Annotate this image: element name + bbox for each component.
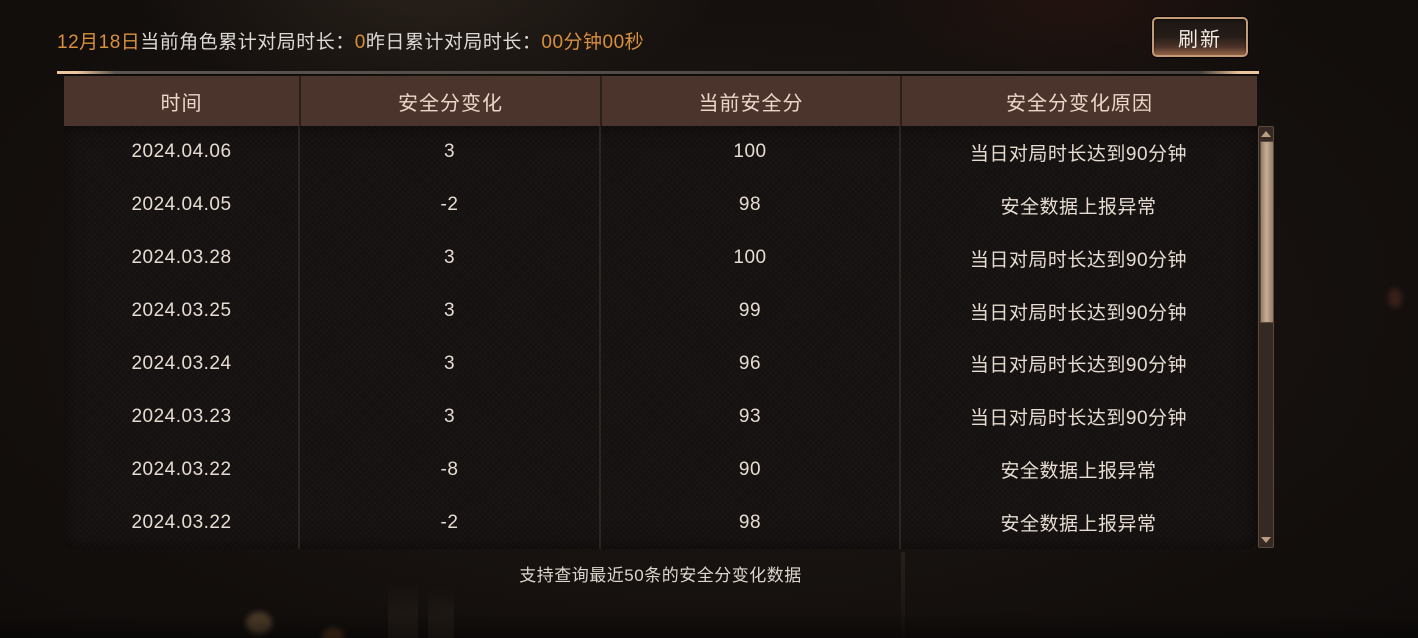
cell-score-change: -8 bbox=[440, 458, 459, 480]
cell-date: 2024.03.24 bbox=[131, 352, 232, 374]
background-ember-glow bbox=[1388, 288, 1402, 308]
table-row: 2024.03.28 3 100 当日对局时长达到90分钟 bbox=[64, 232, 1257, 285]
yesterday-playtime-label: 昨日累计对局时长： bbox=[365, 32, 542, 53]
column-header-score-change: 安全分变化 bbox=[299, 76, 600, 126]
column-divider bbox=[298, 126, 300, 549]
column-divider bbox=[899, 126, 901, 549]
cell-score-change: -2 bbox=[440, 511, 459, 533]
cell-current-score: 99 bbox=[738, 300, 762, 322]
table-header-row: 时间 安全分变化 当前安全分 安全分变化原因 bbox=[64, 76, 1257, 126]
cell-change-reason: 安全数据上报异常 bbox=[1000, 461, 1157, 483]
table-body: 2024.04.06 3 100 当日对局时长达到90分钟 2024.04.05… bbox=[64, 126, 1257, 549]
playtime-summary: 12月18日当前角色累计对局时长：0昨日累计对局时长：00分钟00秒 bbox=[57, 27, 644, 54]
triangle-up-icon bbox=[1261, 131, 1271, 137]
cell-date: 2024.03.22 bbox=[131, 458, 232, 480]
cell-change-reason: 安全数据上报异常 bbox=[1000, 196, 1157, 218]
scroll-down-arrow-icon[interactable] bbox=[1259, 533, 1273, 547]
scroll-up-arrow-icon[interactable] bbox=[1259, 127, 1273, 141]
table-row: 2024.03.22 -2 98 安全数据上报异常 bbox=[64, 496, 1257, 549]
table-row: 2024.03.23 3 93 当日对局时长达到90分钟 bbox=[64, 390, 1257, 443]
column-divider bbox=[599, 126, 601, 549]
today-playtime-label: 当前角色累计对局时长： bbox=[140, 32, 355, 53]
triangle-down-icon bbox=[1261, 537, 1271, 543]
cell-change-reason: 当日对局时长达到90分钟 bbox=[969, 408, 1188, 430]
security-score-table: 时间 安全分变化 当前安全分 安全分变化原因 2024.04.06 3 100 … bbox=[64, 76, 1257, 549]
cell-current-score: 100 bbox=[733, 141, 767, 163]
cell-change-reason: 当日对局时长达到90分钟 bbox=[969, 355, 1188, 377]
section-divider-line bbox=[57, 71, 1259, 74]
cell-score-change: -2 bbox=[440, 194, 459, 216]
table-scrollbar[interactable] bbox=[1258, 126, 1274, 548]
cell-score-change: 3 bbox=[443, 405, 456, 427]
cell-date: 2024.03.22 bbox=[131, 511, 232, 533]
cell-current-score: 98 bbox=[738, 511, 762, 533]
table-row: 2024.04.06 3 100 当日对局时长达到90分钟 bbox=[64, 126, 1257, 179]
cell-date: 2024.04.06 bbox=[131, 141, 232, 163]
cell-date: 2024.03.23 bbox=[131, 405, 232, 427]
cell-change-reason: 当日对局时长达到90分钟 bbox=[969, 302, 1188, 324]
cell-score-change: 3 bbox=[443, 352, 456, 374]
column-header-change-reason: 安全分变化原因 bbox=[900, 76, 1257, 126]
cell-change-reason: 当日对局时长达到90分钟 bbox=[969, 143, 1188, 165]
cell-date: 2024.03.25 bbox=[131, 300, 232, 322]
cell-current-score: 93 bbox=[738, 405, 762, 427]
cell-current-score: 98 bbox=[738, 194, 762, 216]
cell-score-change: 3 bbox=[443, 141, 456, 163]
query-limit-note: 支持查询最近50条的安全分变化数据 bbox=[519, 566, 802, 585]
background-pillar bbox=[901, 552, 905, 638]
table-row: 2024.04.05 -2 98 安全数据上报异常 bbox=[64, 179, 1257, 232]
cell-change-reason: 安全数据上报异常 bbox=[1000, 514, 1157, 536]
cell-current-score: 96 bbox=[738, 352, 762, 374]
yesterday-playtime-value: 00分钟00秒 bbox=[541, 32, 645, 53]
table-row: 2024.03.25 3 99 当日对局时长达到90分钟 bbox=[64, 285, 1257, 338]
scrollbar-thumb[interactable] bbox=[1260, 141, 1274, 323]
cell-date: 2024.04.05 bbox=[131, 194, 232, 216]
cell-score-change: 3 bbox=[443, 247, 456, 269]
cell-current-score: 100 bbox=[733, 247, 767, 269]
cell-change-reason: 当日对局时长达到90分钟 bbox=[969, 249, 1188, 271]
column-header-current-score: 当前安全分 bbox=[600, 76, 900, 126]
summary-date: 12月18日 bbox=[57, 32, 141, 53]
background-ember-glow bbox=[246, 612, 272, 634]
column-header-time: 时间 bbox=[160, 92, 203, 115]
background-pillar bbox=[388, 584, 418, 638]
refresh-button[interactable]: 刷新 bbox=[1152, 17, 1248, 57]
table-row: 2024.03.22 -8 90 安全数据上报异常 bbox=[64, 443, 1257, 496]
background-pillar bbox=[428, 588, 454, 638]
table-row: 2024.03.24 3 96 当日对局时长达到90分钟 bbox=[64, 338, 1257, 391]
today-playtime-value: 0 bbox=[354, 32, 366, 53]
background-ember-glow bbox=[322, 628, 344, 638]
cell-date: 2024.03.28 bbox=[131, 247, 232, 269]
cell-current-score: 90 bbox=[738, 458, 762, 480]
cell-score-change: 3 bbox=[443, 300, 456, 322]
background-vignette bbox=[0, 612, 1418, 638]
